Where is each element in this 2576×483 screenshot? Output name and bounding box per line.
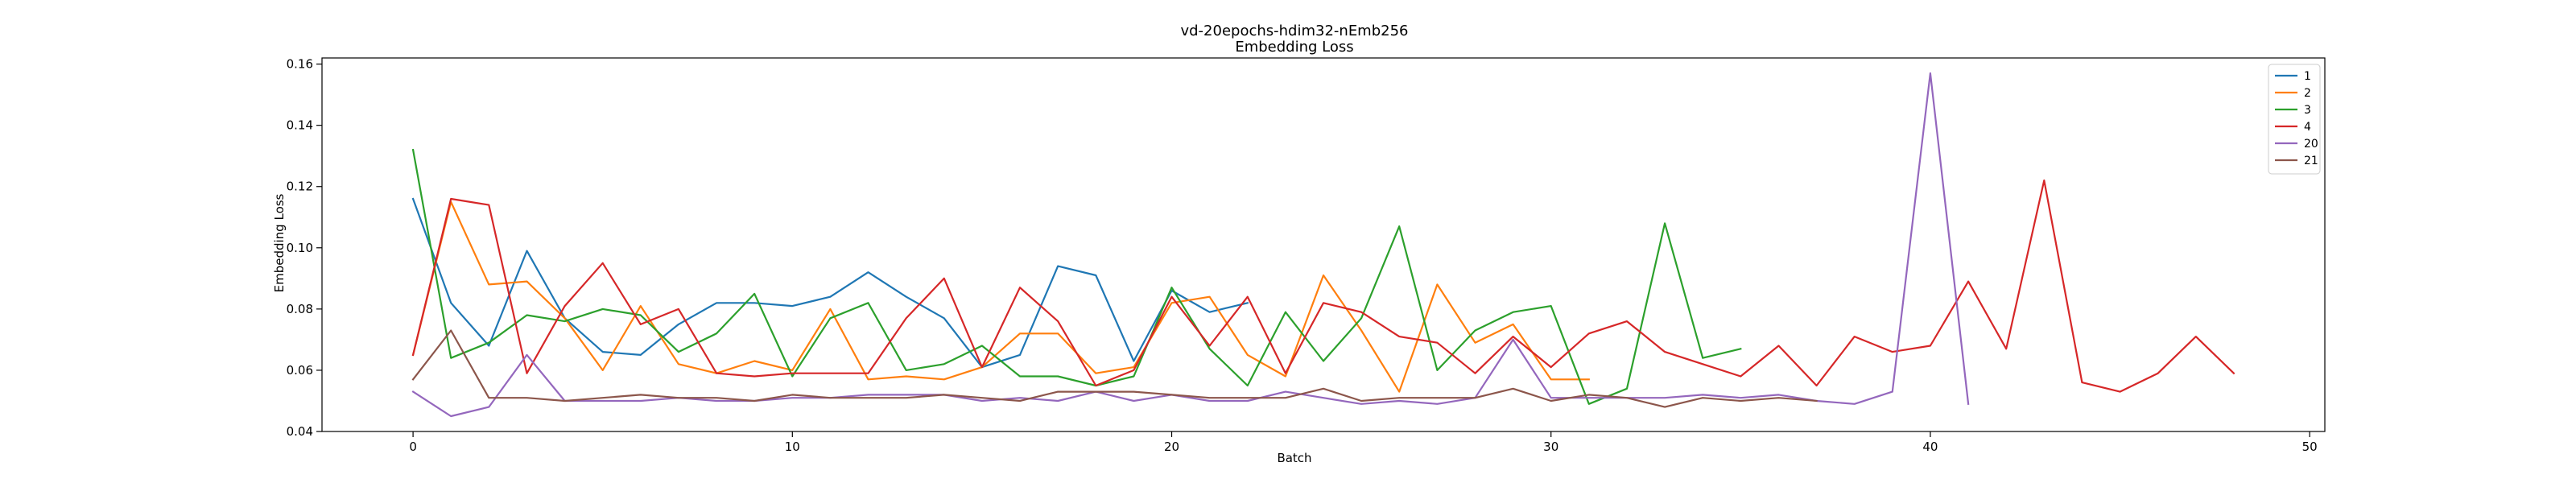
x-tick-label: 30 <box>1543 440 1558 454</box>
series-line-4 <box>411 180 2235 393</box>
series-lines <box>411 72 2235 418</box>
legend: 1 2 3 4 20 21 <box>2268 64 2321 175</box>
legend-label-2: 2 <box>2304 87 2311 100</box>
legend-label-20: 20 <box>2304 138 2318 151</box>
series-line-21 <box>411 329 1818 408</box>
y-tick-label: 0.14 <box>287 118 313 133</box>
y-tick-label: 0.12 <box>287 180 313 194</box>
x-tick-label: 50 <box>2302 440 2318 454</box>
legend-label-3: 3 <box>2304 104 2311 117</box>
y-tick-label: 0.10 <box>287 241 313 255</box>
x-tick-label: 20 <box>1164 440 1179 454</box>
series-line-2 <box>411 200 1590 393</box>
x-tick-label: 10 <box>785 440 800 454</box>
chart-title: vd-20epochs-hdim32-nEmb256 <box>1180 23 1408 39</box>
y-tick-label: 0.04 <box>287 424 313 439</box>
legend-label-1: 1 <box>2304 70 2311 83</box>
series-line-20 <box>411 72 1970 418</box>
legend-label-21: 21 <box>2304 155 2318 167</box>
y-tick-label: 0.08 <box>287 302 313 316</box>
y-tick-label: 0.06 <box>287 363 313 378</box>
series-line-1 <box>411 197 1249 369</box>
y-tick-label: 0.16 <box>287 57 313 72</box>
legend-label-4: 4 <box>2304 121 2311 134</box>
x-tick-label: 0 <box>409 440 417 454</box>
chart-subtitle: Embedding Loss <box>1235 39 1353 56</box>
axes: 0 10 20 30 40 50 0.04 0.06 0.08 0.10 0.12 0.14 0.16 <box>287 57 2326 454</box>
x-tick-label: 40 <box>1922 440 1938 454</box>
plot-frame <box>321 57 2326 432</box>
x-axis-label: Batch <box>1277 451 1311 465</box>
y-axis-label: Embedding Loss <box>272 193 287 292</box>
